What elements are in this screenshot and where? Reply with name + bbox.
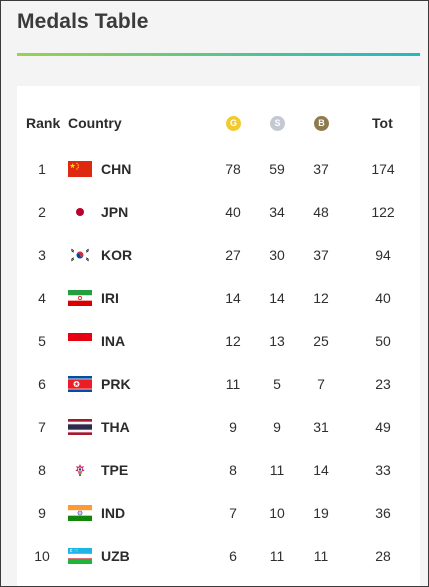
gold-count: 40 (225, 204, 241, 220)
silver-medal-icon[interactable]: S (270, 116, 285, 131)
rank-cell: 9 (38, 505, 46, 521)
country-code[interactable]: THA (101, 419, 130, 435)
country-code[interactable]: KOR (101, 247, 133, 263)
uzbekistan-flag-icon (68, 548, 92, 564)
bronze-count: 7 (317, 376, 325, 392)
bronze-count: 37 (313, 161, 329, 177)
bronze-count: 19 (313, 505, 329, 521)
country-code[interactable]: CHN (101, 161, 132, 177)
table-row[interactable]: 7 THA 9 9 31 49 (17, 406, 420, 449)
country-code[interactable]: IND (101, 505, 126, 521)
gold-count: 8 (229, 462, 237, 478)
country-code[interactable]: IRI (101, 290, 119, 306)
column-header-country[interactable]: Country (68, 115, 122, 131)
gold-count: 14 (225, 290, 241, 306)
rank-cell: 7 (38, 419, 46, 435)
silver-count: 14 (269, 290, 285, 306)
rank-cell: 8 (38, 462, 46, 478)
silver-count: 30 (269, 247, 285, 263)
table-row[interactable]: 3 KOR 27 30 37 94 (17, 234, 420, 277)
total-count: 23 (375, 376, 391, 392)
total-count: 28 (375, 548, 391, 564)
page-title: Medals Table (17, 10, 149, 33)
title-divider (17, 53, 420, 56)
chinese-taipei-flag-icon (68, 462, 92, 478)
total-count: 50 (375, 333, 391, 349)
rank-cell: 4 (38, 290, 46, 306)
bronze-count: 31 (313, 419, 329, 435)
bronze-count: 37 (313, 247, 329, 263)
bronze-medal-icon[interactable]: B (314, 116, 329, 131)
total-count: 122 (371, 204, 395, 220)
country-code[interactable]: INA (101, 333, 126, 349)
north-korea-flag-icon (68, 376, 92, 392)
table-row[interactable]: 9 IND 7 10 19 36 (17, 492, 420, 535)
silver-count: 10 (269, 505, 285, 521)
gold-count: 12 (225, 333, 241, 349)
bronze-count: 12 (313, 290, 329, 306)
country-code[interactable]: PRK (101, 376, 131, 392)
gold-count: 27 (225, 247, 241, 263)
japan-flag-icon (68, 204, 92, 220)
rank-cell: 5 (38, 333, 46, 349)
silver-count: 34 (269, 204, 285, 220)
silver-count: 59 (269, 161, 285, 177)
total-count: 33 (375, 462, 391, 478)
thailand-flag-icon (68, 419, 92, 435)
total-count: 40 (375, 290, 391, 306)
country-code[interactable]: JPN (101, 204, 129, 220)
rank-cell: 10 (34, 548, 50, 564)
silver-count: 11 (269, 462, 285, 478)
column-header-total[interactable]: Tot (372, 115, 393, 131)
silver-count: 13 (269, 333, 285, 349)
silver-count: 9 (273, 419, 281, 435)
medals-table: Rank Country G S B Tot 1 CHN 78 59 37 17… (17, 86, 420, 586)
indonesia-flag-icon (68, 333, 92, 349)
total-count: 49 (375, 419, 391, 435)
column-header-rank[interactable]: Rank (26, 115, 61, 131)
india-flag-icon (68, 505, 92, 521)
gold-medal-icon[interactable]: G (226, 116, 241, 131)
gold-count: 78 (225, 161, 241, 177)
iran-flag-icon (68, 290, 92, 306)
table-row[interactable]: 5 INA 12 13 25 50 (17, 320, 420, 363)
rank-cell: 2 (38, 204, 46, 220)
bronze-count: 25 (313, 333, 329, 349)
table-row[interactable]: 4 IRI 14 14 12 40 (17, 277, 420, 320)
china-flag-icon (68, 161, 92, 177)
korea-flag-icon (68, 247, 92, 263)
bronze-count: 11 (313, 548, 329, 564)
bronze-count: 48 (313, 204, 329, 220)
table-row[interactable]: 2 JPN 40 34 48 122 (17, 191, 420, 234)
gold-count: 9 (229, 419, 237, 435)
total-count: 174 (371, 161, 395, 177)
country-code[interactable]: TPE (101, 462, 129, 478)
table-row[interactable]: 10 UZB 6 11 11 28 (17, 535, 420, 578)
table-row[interactable]: 8 TPE 8 11 14 33 (17, 449, 420, 492)
bronze-count: 14 (313, 462, 329, 478)
silver-count: 5 (273, 376, 281, 392)
total-count: 94 (375, 247, 391, 263)
total-count: 36 (375, 505, 391, 521)
gold-count: 11 (225, 376, 241, 392)
rank-cell: 1 (38, 161, 46, 177)
rank-cell: 3 (38, 247, 46, 263)
rank-cell: 6 (38, 376, 46, 392)
gold-count: 6 (229, 548, 237, 564)
silver-count: 11 (269, 548, 285, 564)
table-row[interactable]: 1 CHN 78 59 37 174 (17, 148, 420, 191)
country-code[interactable]: UZB (101, 548, 130, 564)
gold-count: 7 (229, 505, 237, 521)
table-row[interactable]: 6 PRK 11 5 7 23 (17, 363, 420, 406)
